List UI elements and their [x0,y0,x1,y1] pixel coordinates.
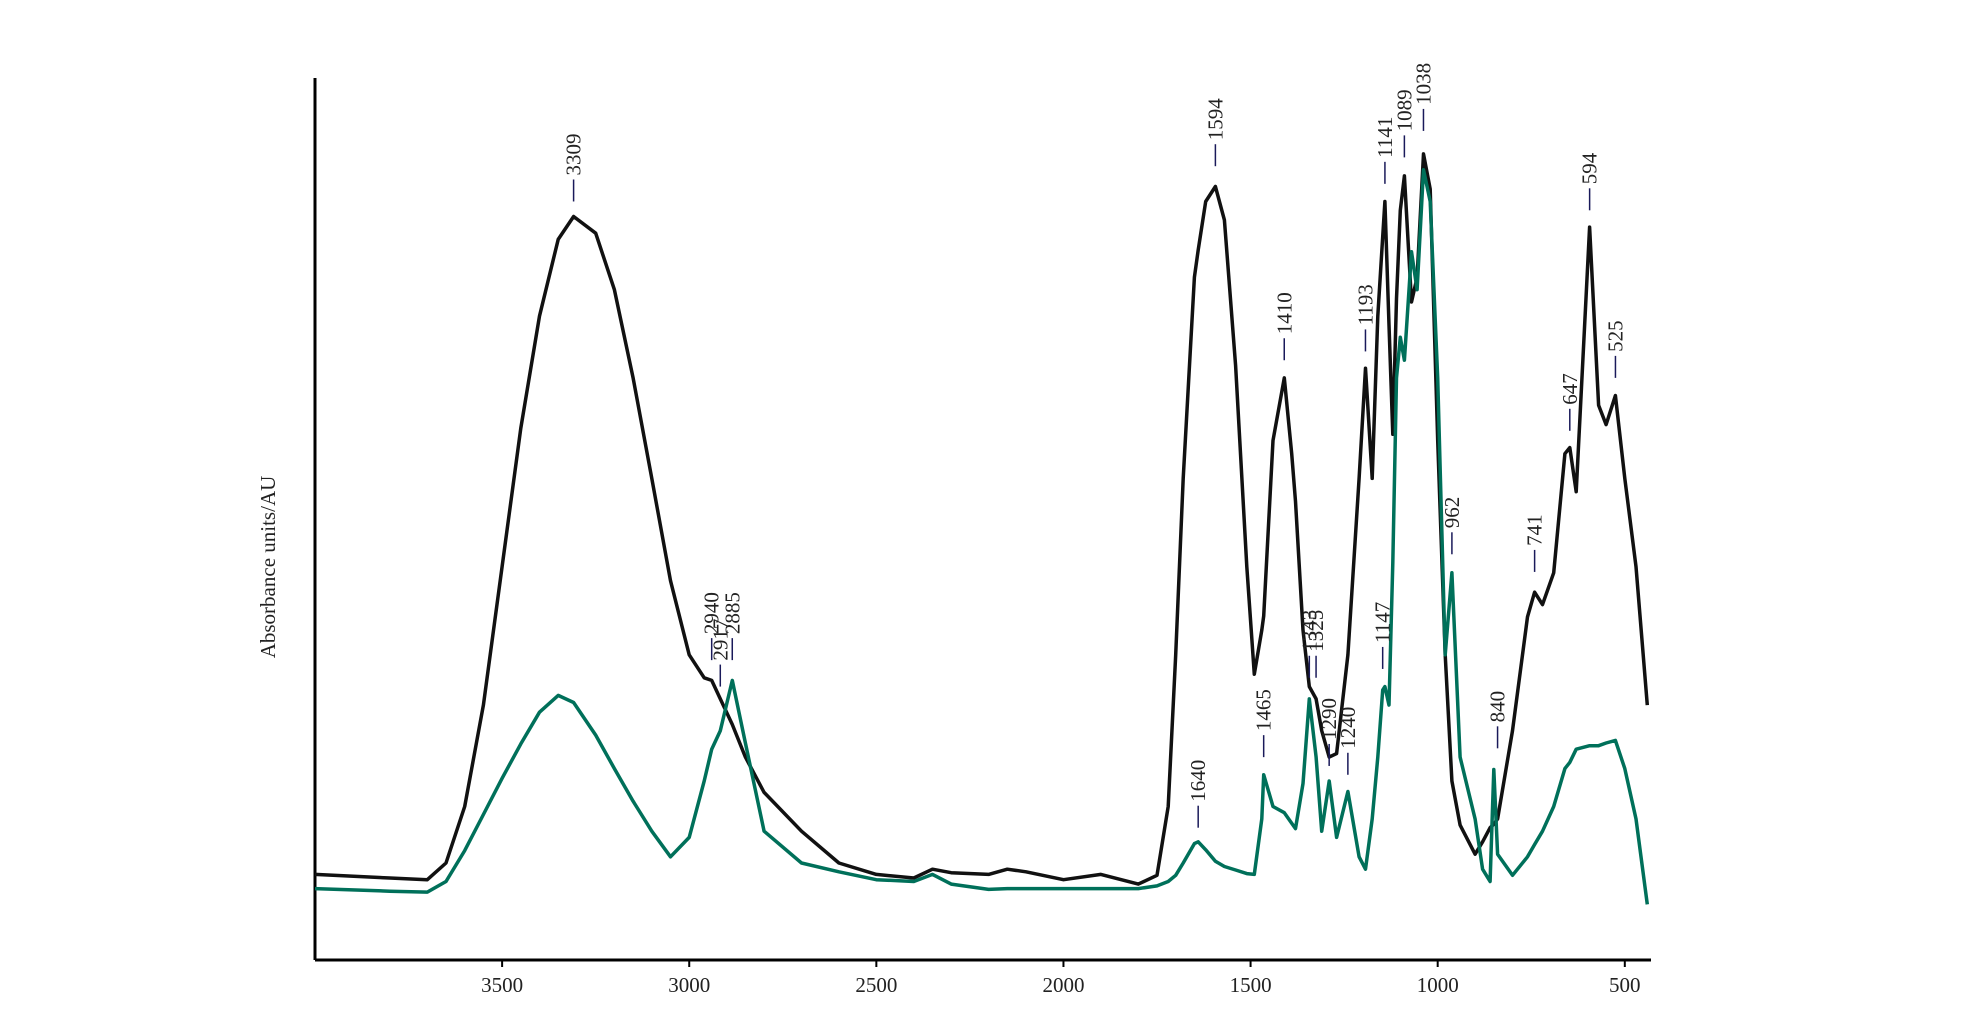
spectrum-line [314,167,1650,905]
x-tick-label: 3500 [481,973,523,997]
x-tick-label: 1500 [1230,973,1272,997]
x-tick-label: 500 [1609,973,1641,997]
annotation-label: 1343 [1297,610,1321,652]
annotation-label: 741 [1523,514,1547,546]
annotation-label: 1240 [1336,707,1360,749]
annotation-label: 2917 [708,619,732,661]
x-tick-label: 2000 [1042,973,1084,997]
annotation-label: 1089 [1392,89,1416,131]
x-tick-label: 1000 [1417,973,1459,997]
annotation-label: 2940 [700,592,724,634]
annotation-label: 1290 [1317,698,1341,740]
annotation-label: 1038 [1411,63,1435,105]
annotation-label: 1640 [1186,760,1210,802]
annotation-label: 962 [1440,497,1464,529]
annotation-label: 1465 [1252,689,1276,731]
annotation-label: 840 [1486,691,1510,723]
x-tick-label: 2500 [855,973,897,997]
y-axis-label: Absorbance units/AU [256,476,280,659]
annotation-label: 3309 [562,133,586,175]
annotation-label: 1147 [1371,602,1395,643]
annotation-label: 594 [1578,152,1602,184]
annotation-label: 1410 [1272,292,1296,334]
annotation-label: 1141 [1373,117,1397,158]
annotation-label: 525 [1603,320,1627,352]
annotation-label: 1325 [1304,610,1328,652]
annotation-label: 1594 [1203,98,1227,141]
annotation-label: 1193 [1353,284,1377,325]
annotation-label: 2885 [720,592,744,634]
x-tick-label: 3000 [668,973,710,997]
annotation-label: 647 [1558,373,1582,405]
